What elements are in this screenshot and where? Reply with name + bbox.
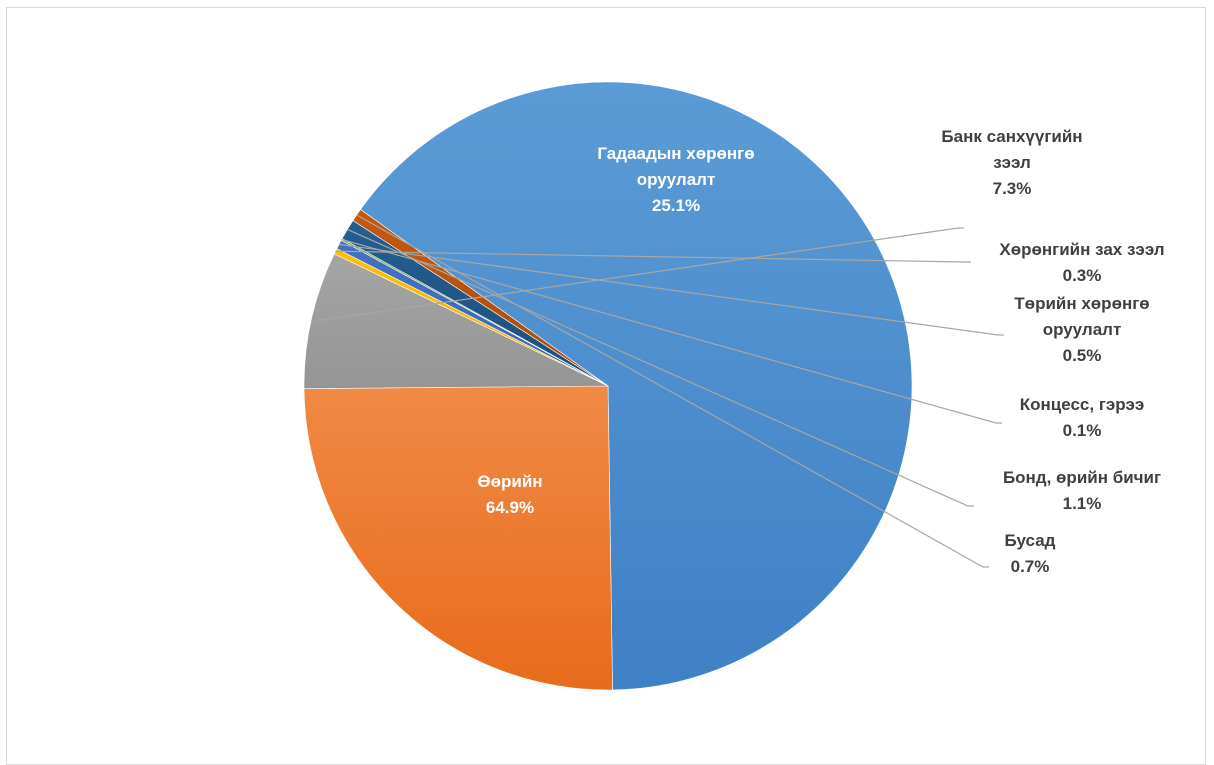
pie-slice [303, 385, 613, 691]
data-label: Бусад 0.7% [1005, 531, 1056, 576]
data-label: Гадаадын хөрөнгө оруулалт 25.1% [597, 144, 754, 215]
slice-label: оруулалт [637, 170, 716, 189]
data-label: Өөрийн 64.9% [477, 472, 542, 517]
leader-line [356, 214, 989, 568]
pie-slice [303, 253, 609, 389]
slice-value: 64.9% [486, 498, 534, 517]
slice-label: Гадаадын хөрөнгө [597, 144, 754, 163]
leader-line [317, 227, 964, 322]
slice-label: оруулалт [1043, 320, 1122, 339]
pie-slice [360, 81, 913, 691]
slice-value: 1.1% [1063, 494, 1102, 513]
leader-line [347, 228, 974, 507]
leader-line [341, 238, 1002, 424]
slice-label: Төрийн хөрөнгө [1014, 294, 1149, 313]
slice-label: Концесс, гэрээ [1020, 395, 1144, 414]
slice-label: Бусад [1005, 531, 1056, 550]
slice-value: 0.1% [1063, 421, 1102, 440]
data-label: Бонд, өрийн бичиг 1.1% [1003, 468, 1161, 513]
data-label: Хөрөнгийн зах зээл 0.3% [999, 240, 1164, 285]
slice-value: 0.5% [1063, 346, 1102, 365]
slice-label: Өөрийн [477, 472, 542, 491]
slice-value: 0.3% [1063, 266, 1102, 285]
slice-label: Бонд, өрийн бичиг [1003, 468, 1161, 487]
slice-label: зээл [993, 153, 1031, 172]
slice-value: 0.7% [1011, 557, 1050, 576]
leader-line [338, 243, 1004, 336]
data-label: Банк санхүүгийн зээл 7.3% [941, 127, 1082, 198]
slice-value: 7.3% [993, 179, 1032, 198]
leader-line [335, 250, 971, 263]
slice-label: Хөрөнгийн зах зээл [999, 240, 1164, 259]
data-label: Төрийн хөрөнгө оруулалт 0.5% [1014, 294, 1149, 365]
slice-label: Банк санхүүгийн [941, 127, 1082, 146]
data-label: Концесс, гэрээ 0.1% [1020, 395, 1144, 440]
slice-value: 25.1% [652, 196, 700, 215]
